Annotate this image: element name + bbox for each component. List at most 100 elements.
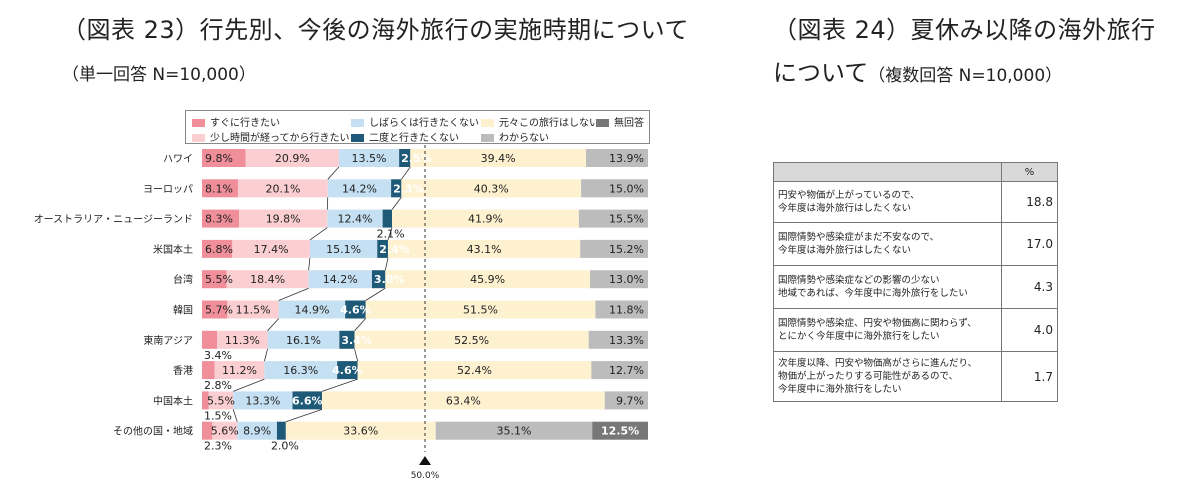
legend-label: わからない [499,133,549,144]
data-label: 20.9% [275,152,310,165]
data-label: 12.7% [609,364,644,377]
data-label: 14.2% [342,182,377,195]
bar-segment [237,421,277,440]
data-label: 15.5% [609,213,644,226]
left-chart-title: （図表 23）行先別、今後の海外旅行の実施時期について [62,16,689,44]
bar-segment [580,239,648,258]
table-row: 国際情勢や感染症などの影響の少ない 地域であれば、今年度中に海外旅行をしたい 4.… [773,265,1058,309]
legend-swatch [192,119,205,127]
legend-label: 二度と行きたくない [369,133,459,144]
data-label: 5.5% [207,394,235,407]
data-label: 41.9% [468,213,503,226]
bar-segment [604,391,648,410]
right-chart-title-line2: について（複数回答 N=10,000） [773,53,1062,88]
table-row-text: 国際情勢や感染症などの影響の少ない 地域であれば、今年度中に海外旅行をしたい [773,265,1002,309]
data-label: 2.3% [204,440,232,453]
data-label: 11.8% [609,304,644,317]
legend-swatch [192,134,205,142]
bar-segment [591,361,648,380]
data-label: 12.5% [601,425,639,438]
bar-segment [399,149,411,167]
legend-label: 無回答 [614,118,644,129]
bar-segment [264,361,338,380]
connector-line [264,348,268,362]
reason-table: % 円安や物価が上がっているので、 今年度は海外旅行はしたくない 18.8 国際情… [773,162,1058,402]
legend-swatch [481,119,494,127]
connector-line [401,166,411,180]
data-label: 13.0% [609,273,644,286]
data-label: 13.5% [352,152,387,165]
bar-segment [245,149,339,167]
connector-line [384,257,389,271]
data-label: 3.4% [341,334,372,347]
connector-line [267,318,280,332]
data-label: 39.4% [481,152,516,165]
data-label: 14.9% [294,304,329,317]
bar-segment [581,179,648,198]
bar-segment [595,300,648,319]
right-chart-title-line1: （図表 24）夏休み以降の海外旅行 [773,16,1156,44]
table-row-text: 次年度以降、円安や物価高がさらに進んだり、 物価が上がったりする可能性があるので… [773,351,1002,402]
legend-item: すぐに行きたい [192,114,280,129]
data-label: 40.3% [474,182,509,195]
data-label: 6.6% [292,394,323,407]
connector-line [308,257,311,271]
bar-segment [202,330,218,349]
legend-label: 少し時間が経ってから行きたい [210,133,350,144]
bar-segment [401,179,582,198]
stacked-bar-chart: ハワイヨーロッパオーストラリア・ニュージーランド米国本土台湾韓国東南アジア香港中… [34,145,648,481]
legend-item: 少し時間が経ってから行きたい [192,129,350,144]
bar-segment [327,179,392,198]
bar-segment [354,330,589,349]
chart-legend: すぐに行きたい しばらくは行きたくない 元々この旅行はしない 無回答 少し時間が… [185,110,650,144]
data-label: 9.7% [616,394,644,407]
data-label: 6.8% [205,243,233,256]
data-label: 5.7% [205,304,233,317]
data-label: 20.1% [265,182,300,195]
bar-segment [391,179,402,198]
bar-segment [385,270,591,289]
bar-segment [391,209,579,228]
category-label: その他の国・地域 [113,425,193,438]
data-label: 1.5% [204,409,232,422]
right-title-text: について [773,59,869,87]
reference-label: 50.0% [411,471,440,481]
bar-segment [590,270,648,289]
data-label: 4.6% [332,364,363,377]
table-row-value: 4.3 [1001,265,1058,309]
bar-segment [365,300,596,319]
bar-segment [435,421,593,440]
category-label: オーストラリア・ニュージーランド [34,214,193,226]
legend-item: 無回答 [596,114,644,129]
connector-line [387,227,393,241]
bar-segment [238,179,328,198]
legend-item: しばらくは行きたくない [351,114,479,129]
data-label: 13.3% [609,334,644,347]
category-label: 東南アジア [143,334,193,347]
bar-segment [285,421,436,440]
bar-segment [202,270,227,289]
table-row-value: 4.0 [1001,308,1058,352]
category-label: 米国本土 [153,243,193,256]
data-label: 18.4% [250,273,285,286]
bar-segment [202,209,240,228]
table-row-value: 1.7 [1001,351,1058,402]
bar-segment [202,421,213,440]
bar-segment [327,209,383,228]
data-label: 2.0% [271,440,299,453]
connector-line [278,287,309,301]
category-label: ヨーロッパ [143,183,193,195]
table-row-value: 18.8 [1001,181,1058,223]
legend-label: しばらくは行きたくない [369,118,479,129]
bar-segment [202,149,246,167]
data-label: 15.2% [609,243,644,256]
left-chart-subtitle: （単一回答 N=10,000） [62,65,256,85]
category-label: 台湾 [173,273,193,286]
table-row-text: 円安や物価が上がっているので、 今年度は海外旅行はしたくない [773,181,1002,223]
bar-segment [233,391,293,410]
data-label: 16.1% [286,334,321,347]
data-label: 4.6% [340,304,371,317]
data-label: 13.3% [245,394,280,407]
bar-segment [214,361,265,380]
bar-segment [338,149,400,167]
